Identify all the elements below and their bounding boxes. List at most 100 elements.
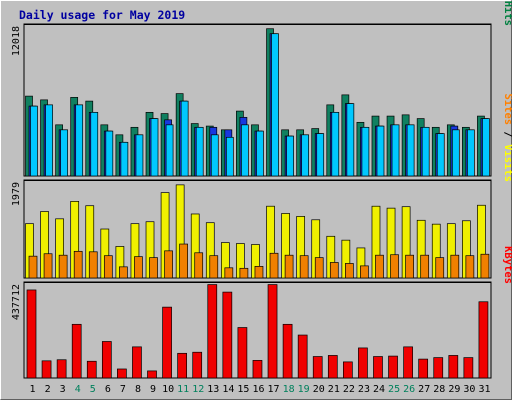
bar-kbytes-day-7 [117, 368, 127, 379]
bar-kbytes-day-4 [71, 323, 82, 379]
bar-kbytes-day-10 [162, 306, 172, 379]
bar-sites-day-14 [224, 267, 234, 279]
x-tick-label-day-3: 3 [60, 384, 66, 395]
bar-pages-day-2 [45, 104, 53, 177]
bar-kbytes-day-22 [343, 361, 353, 379]
bar-sites-day-17 [269, 252, 279, 279]
bar-sites-day-5 [88, 251, 98, 279]
bar-pages-day-13 [210, 134, 219, 177]
x-tick-label-day-28: 28 [433, 384, 445, 395]
bar-kbytes-day-14 [222, 291, 233, 379]
bar-pages-day-15 [241, 124, 249, 177]
bar-kbytes-day-27 [418, 358, 429, 379]
bar-sites-day-4 [73, 250, 83, 279]
bar-pages-day-20 [316, 133, 325, 177]
legend-separator: / [502, 125, 512, 144]
bar-pages-day-22 [346, 103, 355, 177]
x-tick-label-day-17: 17 [268, 384, 280, 395]
x-tick-label-day-19: 19 [298, 384, 310, 395]
bar-sites-day-15 [239, 267, 249, 279]
bar-sites-day-25 [390, 254, 399, 279]
x-tick-label-day-13: 13 [207, 384, 219, 395]
bar-pages-day-6 [105, 130, 114, 177]
bar-pages-day-1 [30, 105, 38, 177]
bar-sites-day-19 [299, 255, 309, 279]
bar-pages-day-11 [180, 100, 189, 177]
bar-pages-day-25 [391, 124, 400, 177]
bar-pages-day-5 [90, 111, 99, 177]
bar-sites-day-20 [314, 257, 324, 279]
chart-title: Daily usage for May 2019 [19, 8, 185, 22]
x-tick-label-day-8: 8 [135, 384, 141, 395]
bar-pages-day-30 [467, 129, 475, 177]
bar-pages-day-24 [376, 125, 385, 177]
x-tick-label-day-22: 22 [343, 384, 355, 395]
bar-kbytes-day-1 [26, 289, 37, 379]
bar-kbytes-day-30 [463, 357, 474, 379]
x-tick-label-day-31: 31 [478, 384, 490, 395]
x-tick-label-day-11: 11 [177, 384, 189, 395]
bar-kbytes-day-26 [403, 346, 413, 379]
bar-sites-day-29 [450, 254, 460, 279]
bar-sites-day-11 [179, 243, 188, 279]
panel-hits-files-pages-max-label: 12018 [11, 26, 22, 56]
panel-kbytes-legend: KBytes [502, 246, 512, 284]
x-tick-label-day-15: 15 [237, 384, 249, 395]
bar-kbytes-day-12 [192, 351, 203, 379]
bar-kbytes-day-5 [86, 360, 97, 379]
bar-kbytes-day-21 [327, 355, 338, 379]
x-tick-label-day-9: 9 [150, 384, 156, 395]
bar-kbytes-day-25 [388, 355, 398, 379]
bar-sites-day-7 [119, 266, 128, 279]
bar-pages-day-17 [271, 33, 279, 177]
bar-sites-day-27 [420, 254, 430, 279]
bar-kbytes-day-28 [433, 357, 444, 379]
bar-sites-day-18 [284, 254, 294, 279]
bar-sites-day-24 [375, 254, 384, 279]
x-tick-label-day-30: 30 [463, 384, 475, 395]
bar-sites-day-26 [405, 254, 414, 279]
bar-sites-day-10 [164, 250, 173, 279]
legend-entry-visits: Visits [502, 144, 512, 182]
x-tick-label-day-5: 5 [90, 384, 96, 395]
bar-kbytes-day-6 [101, 341, 112, 379]
x-tick-label-day-12: 12 [192, 384, 204, 395]
bar-pages-day-3 [60, 129, 68, 177]
x-tick-label-day-16: 16 [252, 384, 264, 395]
bar-pages-day-27 [421, 126, 430, 177]
x-tick-label-day-21: 21 [328, 384, 340, 395]
bar-pages-day-29 [451, 129, 460, 177]
bar-sites-day-30 [465, 255, 475, 279]
panel-visits-sites-legend: Sites / Visits [502, 93, 512, 182]
bar-pages-day-10 [165, 124, 174, 177]
x-tick-label-day-6: 6 [105, 384, 111, 395]
bar-kbytes-day-24 [373, 356, 383, 379]
bar-kbytes-day-18 [282, 323, 293, 379]
x-tick-label-day-26: 26 [403, 384, 415, 395]
bar-kbytes-day-29 [448, 355, 459, 379]
legend-entry-kbytes: KBytes [502, 246, 512, 284]
x-tick-label-day-29: 29 [448, 384, 460, 395]
bar-kbytes-day-3 [56, 359, 67, 379]
legend-entry-sites: Sites [502, 93, 512, 125]
bar-sites-day-16 [254, 266, 264, 279]
bar-kbytes-day-8 [132, 346, 142, 379]
x-tick-label-day-10: 10 [162, 384, 174, 395]
bar-sites-day-2 [43, 253, 53, 279]
bar-pages-day-8 [135, 134, 144, 177]
bar-pages-day-19 [301, 134, 310, 177]
bar-sites-day-21 [329, 262, 339, 279]
x-tick-label-day-24: 24 [373, 384, 385, 395]
bar-sites-day-31 [480, 253, 490, 279]
bar-kbytes-day-2 [41, 360, 52, 379]
bar-pages-day-31 [482, 118, 490, 177]
bar-kbytes-day-19 [297, 334, 308, 379]
x-tick-label-day-18: 18 [283, 384, 295, 395]
bar-pages-day-18 [286, 135, 294, 177]
bar-sites-day-22 [345, 263, 354, 279]
bar-pages-day-26 [406, 124, 415, 177]
bar-sites-day-3 [58, 254, 68, 279]
